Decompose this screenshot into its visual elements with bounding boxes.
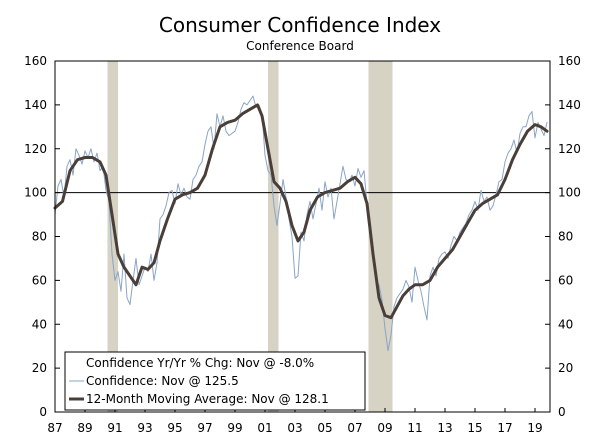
y-tick-label-left-160: 160 — [24, 54, 47, 68]
y-tick-label-left-120: 120 — [24, 142, 47, 156]
chart-title: Consumer Confidence Index — [159, 13, 441, 37]
x-axis: 87 89 91 93 95 97 99 01 03 05 07 09 11 13 15 17 19 — [47, 408, 543, 435]
legend: Confidence Yr/Yr % Chg: Nov @ -8.0% Conf… — [64, 351, 366, 411]
y-tick-label-right-40: 40 — [558, 317, 573, 331]
y-tick-label-right-120: 120 — [558, 142, 581, 156]
x-tick-label-89: 89 — [77, 421, 92, 435]
legend-label-yoy: Confidence Yr/Yr % Chg: Nov @ -8.0% — [86, 356, 314, 370]
chart-subtitle: Conference Board — [246, 39, 354, 53]
series-line-confidence — [54, 95, 548, 352]
x-tick-label-13: 13 — [437, 421, 452, 435]
y-tick-label-right-80: 80 — [558, 230, 573, 244]
x-tick-label-11: 11 — [407, 421, 422, 435]
x-tick-label-03: 03 — [287, 421, 302, 435]
legend-label-confidence: Confidence: Nov @ 125.5 — [86, 374, 239, 388]
x-tick-label-93: 93 — [137, 421, 152, 435]
x-tick-label-01: 01 — [257, 421, 272, 435]
x-tick-label-09: 09 — [377, 421, 392, 435]
x-tick-label-17: 17 — [497, 421, 512, 435]
y-tick-label-left-140: 140 — [24, 98, 47, 112]
recession-band-1 — [268, 61, 279, 412]
y-axis-right: 0 20 40 60 80 100 120 140 160 — [545, 54, 581, 419]
y-tick-label-right-100: 100 — [558, 186, 581, 200]
y-tick-label-left-60: 60 — [32, 273, 47, 287]
legend-label-moving-average: 12-Month Moving Average: Nov @ 128.1 — [86, 392, 329, 406]
y-tick-label-right-160: 160 — [558, 54, 581, 68]
x-tick-label-87: 87 — [47, 421, 62, 435]
x-tick-label-07: 07 — [347, 421, 362, 435]
y-tick-label-right-20: 20 — [558, 361, 573, 375]
legend-box — [64, 351, 366, 411]
y-tick-label-left-80: 80 — [32, 230, 47, 244]
y-tick-label-left-100: 100 — [24, 186, 47, 200]
x-tick-label-15: 15 — [467, 421, 482, 435]
x-tick-label-97: 97 — [197, 421, 212, 435]
x-tick-label-99: 99 — [227, 421, 242, 435]
y-tick-label-left-40: 40 — [32, 317, 47, 331]
y-tick-label-right-60: 60 — [558, 273, 573, 287]
x-tick-label-95: 95 — [167, 421, 182, 435]
y-tick-label-left-0: 0 — [39, 405, 47, 419]
recession-band-0 — [107, 61, 118, 412]
x-tick-label-05: 05 — [317, 421, 332, 435]
x-tick-label-19: 19 — [527, 421, 542, 435]
y-tick-label-right-0: 0 — [558, 405, 566, 419]
series-line-moving-average — [53, 103, 549, 320]
x-tick-label-91: 91 — [107, 421, 122, 435]
series-group — [53, 95, 549, 352]
y-axis-left: 0 20 40 60 80 100 120 140 160 — [24, 54, 60, 419]
y-tick-label-right-140: 140 — [558, 98, 581, 112]
y-tick-label-left-20: 20 — [32, 361, 47, 375]
